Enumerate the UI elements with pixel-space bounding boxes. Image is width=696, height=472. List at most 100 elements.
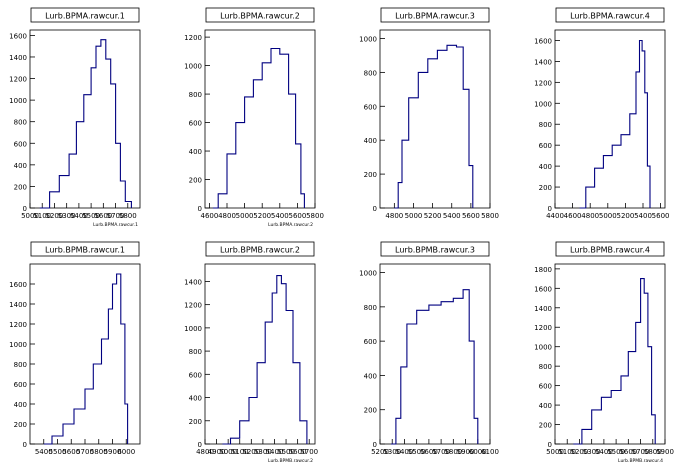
x-tick-label: 5400 [396, 448, 414, 456]
y-tick-label: 200 [539, 184, 552, 192]
y-tick-label: 400 [189, 148, 202, 156]
y-tick-label: 1600 [534, 285, 552, 293]
panel-title-box [555, 7, 665, 23]
x-tick-label: 5400 [266, 448, 284, 456]
y-tick-label: 0 [548, 205, 552, 213]
x-tick-label: 5800 [90, 448, 108, 456]
x-tick-label: 5900 [656, 448, 674, 456]
panel-title: Lurb.BPMB.rawcur.1 [45, 246, 125, 255]
x-tick-label: 6000 [117, 448, 135, 456]
y-tick-label: 1200 [9, 76, 27, 84]
y-tick-label: 1200 [534, 324, 552, 332]
panel-title: Lurb.BPMA.rawcur.4 [570, 12, 650, 21]
y-tick-label: 800 [364, 304, 377, 312]
y-tick-label: 600 [539, 142, 552, 150]
y-tick-label: 800 [539, 121, 552, 129]
x-tick-label: 5000 [405, 212, 423, 220]
plot-frame [204, 263, 316, 445]
y-tick-label: 200 [364, 407, 377, 415]
y-tick-label: 400 [364, 372, 377, 380]
y-tick-label: 800 [364, 69, 377, 77]
y-tick-label: 1000 [359, 270, 377, 278]
histogram-panel: Lurb.BPMB.rawcur.30200400600800100052005… [359, 241, 499, 456]
histogram-line [579, 39, 651, 209]
y-tick-label: 800 [189, 91, 202, 99]
y-tick-label: 0 [198, 441, 202, 449]
x-tick-label: 4800 [196, 448, 214, 456]
y-tick-label: 1600 [534, 37, 552, 45]
panel-title-box [555, 241, 665, 257]
x-tick-label: 5200 [242, 448, 260, 456]
y-tick-label: 600 [364, 103, 377, 111]
x-tick-label: 5500 [277, 448, 295, 456]
x-tick-label: 5500 [607, 448, 625, 456]
histogram-line [391, 289, 479, 445]
y-tick-label: 0 [373, 205, 377, 213]
x-tick-label: 4800 [218, 212, 236, 220]
y-tick-label: 800 [14, 361, 27, 369]
histogram-panel: Lurb.BPMB.rawcur.2 0 200 400 600 800 1000 1200 1… [184, 241, 318, 464]
plot-frame [29, 29, 141, 209]
y-tick-label: 200 [14, 421, 27, 429]
x-tick-label: 5100 [558, 448, 576, 456]
y-tick-label: 1200 [9, 321, 27, 329]
x-tick-label: 5300 [383, 448, 401, 456]
x-tick-label: 5400 [443, 212, 461, 220]
panel-title-box [30, 7, 140, 23]
panel-title-box [205, 241, 315, 257]
histogram-line [212, 47, 305, 209]
panel-title-box [380, 7, 490, 23]
y-tick-label: 0 [373, 441, 377, 449]
x-tick-label: 5000 [21, 212, 39, 220]
x-tick-label: 5300 [254, 448, 272, 456]
plot-frame [554, 263, 666, 445]
histogram-line [222, 275, 308, 445]
x-tick-label: 5800 [119, 212, 137, 220]
panel-title: Lurb.BPMA.rawcur.2 [220, 12, 300, 21]
x-tick-label: 5500 [82, 212, 100, 220]
x-tick-label: 5200 [371, 448, 389, 456]
panel-title: Lurb.BPMA.rawcur.1 [45, 12, 125, 21]
y-tick-label: 1600 [9, 32, 27, 40]
x-tick-label: 5800 [306, 212, 324, 220]
x-tick-label: 4600 [200, 212, 218, 220]
x-tick-label: 5400 [634, 212, 652, 220]
x-tick-label: 4800 [385, 212, 403, 220]
y-tick-label: 600 [14, 140, 27, 148]
x-tick-label: 5000 [236, 212, 254, 220]
x-tick-label: 5500 [49, 448, 67, 456]
y-tick-label: 400 [539, 402, 552, 410]
x-tick-label: 5700 [300, 448, 318, 456]
y-tick-label: 0 [23, 441, 27, 449]
x-tick-label: 5400 [271, 212, 289, 220]
y-tick-label: 200 [539, 422, 552, 430]
y-tick-label: 1600 [9, 281, 27, 289]
y-tick-label: 600 [189, 371, 202, 379]
histogram-panel: Lurb.BPMA.rawcur.1 0 200 400 600 800 1000 1200 1… [9, 7, 141, 228]
y-tick-label: 0 [198, 205, 202, 213]
y-tick-label: 1400 [9, 301, 27, 309]
x-tick-label: 5900 [457, 448, 475, 456]
y-tick-label: 600 [189, 120, 202, 128]
y-tick-label: 1200 [534, 79, 552, 87]
histogram-line [394, 44, 474, 209]
y-tick-label: 0 [23, 205, 27, 213]
panel-title: Lurb.BPMA.rawcur.3 [395, 12, 475, 21]
x-tick-label: 5900 [104, 448, 122, 456]
histogram-panel: Lurb.BPMB.rawcur.4 0 200 400 600 800 1000 1200 1… [534, 241, 674, 464]
axis-note: Lurb.BPMA.rawcur.1 [93, 222, 138, 228]
x-tick-label: 5600 [420, 448, 438, 456]
x-tick-label: 5200 [424, 212, 442, 220]
x-tick-label: 5600 [462, 212, 480, 220]
histogram-line [39, 39, 132, 209]
y-tick-label: 1000 [534, 344, 552, 352]
y-tick-label: 1000 [9, 341, 27, 349]
axis-note: Lurb.BPMB.rawcur.4 [618, 458, 663, 464]
x-tick-label: 5200 [616, 212, 634, 220]
y-tick-label: 600 [14, 381, 27, 389]
y-tick-label: 200 [189, 418, 202, 426]
plot-frame [204, 29, 316, 209]
y-tick-label: 200 [14, 183, 27, 191]
x-tick-label: 5800 [644, 448, 662, 456]
